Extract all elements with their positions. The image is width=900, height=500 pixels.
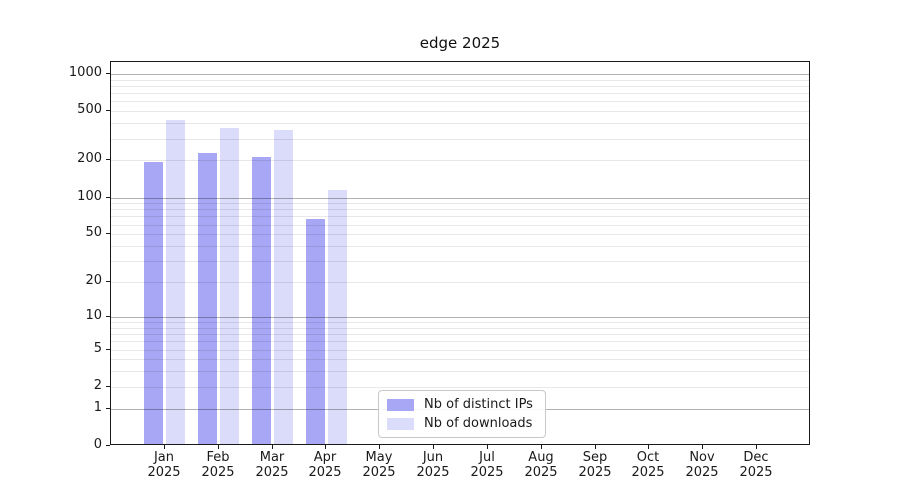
bar-distinct-ips-apr [305, 218, 325, 444]
minor-grid-line [111, 261, 809, 262]
major-grid-line [111, 198, 809, 199]
y-tick-label: 20 [85, 273, 102, 288]
minor-grid-line [111, 387, 809, 388]
x-tick-label-feb: Feb 2025 [201, 450, 235, 480]
x-tick-label-oct: Oct 2025 [631, 450, 665, 480]
minor-grid-line [111, 80, 809, 81]
minor-grid-line [111, 101, 809, 102]
legend-swatch-distinct-ips [387, 398, 414, 411]
x-tick-label-nov: Nov 2025 [685, 450, 719, 480]
x-tick-mark [756, 445, 757, 449]
bar-distinct-ips-jan [144, 161, 164, 444]
x-tick-label-mar: Mar 2025 [255, 450, 289, 480]
x-tick-mark [164, 445, 165, 449]
x-tick-mark [702, 445, 703, 449]
minor-grid-line [111, 322, 809, 323]
legend-item-distinct-ips: Nb of distinct IPs [387, 397, 533, 412]
minor-grid-line [111, 350, 809, 351]
minor-grid-line [111, 123, 809, 124]
x-tick-label-dec: Dec 2025 [739, 450, 773, 480]
x-tick-mark [595, 445, 596, 449]
bar-downloads-jan [166, 120, 186, 444]
y-tick-label: 100 [77, 189, 102, 204]
minor-grid-line [111, 139, 809, 140]
major-grid-line [111, 317, 809, 318]
legend: Nb of distinct IPs Nb of downloads [378, 390, 546, 438]
y-tick-mark [106, 445, 110, 446]
minor-grid-line [111, 111, 809, 112]
y-tick-mark [106, 110, 110, 111]
bar-distinct-ips-feb [198, 152, 218, 444]
y-tick-label: 0 [93, 437, 102, 452]
legend-label-distinct-ips: Nb of distinct IPs [424, 397, 533, 412]
x-tick-mark [218, 445, 219, 449]
x-tick-label-jan: Jan 2025 [147, 450, 181, 480]
y-tick-label: 500 [77, 102, 102, 117]
y-tick-label: 1000 [68, 65, 102, 80]
minor-grid-line [111, 282, 809, 283]
minor-grid-line [111, 86, 809, 87]
minor-grid-line [111, 246, 809, 247]
y-tick-mark [106, 73, 110, 74]
y-tick-label: 2 [93, 378, 102, 393]
x-tick-label-jun: Jun 2025 [416, 450, 450, 480]
y-tick-label: 10 [85, 308, 102, 323]
minor-grid-line [111, 328, 809, 329]
x-tick-mark [272, 445, 273, 449]
y-tick-mark [106, 316, 110, 317]
legend-label-downloads: Nb of downloads [424, 416, 533, 431]
x-tick-mark [325, 445, 326, 449]
y-tick-label: 5 [93, 341, 102, 356]
x-tick-label-aug: Aug 2025 [524, 450, 558, 480]
y-tick-mark [106, 197, 110, 198]
x-tick-label-may: May 2025 [362, 450, 396, 480]
minor-grid-line [111, 209, 809, 210]
x-tick-mark [487, 445, 488, 449]
x-tick-label-jul: Jul 2025 [470, 450, 504, 480]
y-tick-mark [106, 233, 110, 234]
legend-item-downloads: Nb of downloads [387, 416, 533, 431]
plot-area [110, 61, 810, 445]
minor-grid-line [111, 203, 809, 204]
y-tick-mark [106, 281, 110, 282]
bar-distinct-ips-mar [252, 156, 272, 444]
major-grid-line [111, 74, 809, 75]
minor-grid-line [111, 359, 809, 360]
x-tick-mark [379, 445, 380, 449]
x-tick-mark [541, 445, 542, 449]
minor-grid-line [111, 371, 809, 372]
y-tick-mark [106, 349, 110, 350]
bar-downloads-mar [274, 129, 294, 444]
minor-grid-line [111, 225, 809, 226]
y-tick-label: 50 [85, 225, 102, 240]
chart-title: edge 2025 [419, 34, 501, 52]
minor-grid-line [111, 160, 809, 161]
y-tick-label: 1 [93, 400, 102, 415]
y-tick-mark [106, 386, 110, 387]
y-tick-mark [106, 159, 110, 160]
minor-grid-line [111, 93, 809, 94]
minor-grid-line [111, 216, 809, 217]
x-tick-label-sep: Sep 2025 [578, 450, 612, 480]
x-tick-label-apr: Apr 2025 [308, 450, 342, 480]
minor-grid-line [111, 234, 809, 235]
y-tick-label: 200 [77, 151, 102, 166]
x-tick-mark [433, 445, 434, 449]
y-tick-mark [106, 408, 110, 409]
bar-downloads-apr [327, 190, 347, 444]
bar-downloads-feb [220, 127, 240, 444]
minor-grid-line [111, 334, 809, 335]
minor-grid-line [111, 341, 809, 342]
legend-swatch-downloads [387, 417, 414, 430]
x-tick-mark [648, 445, 649, 449]
